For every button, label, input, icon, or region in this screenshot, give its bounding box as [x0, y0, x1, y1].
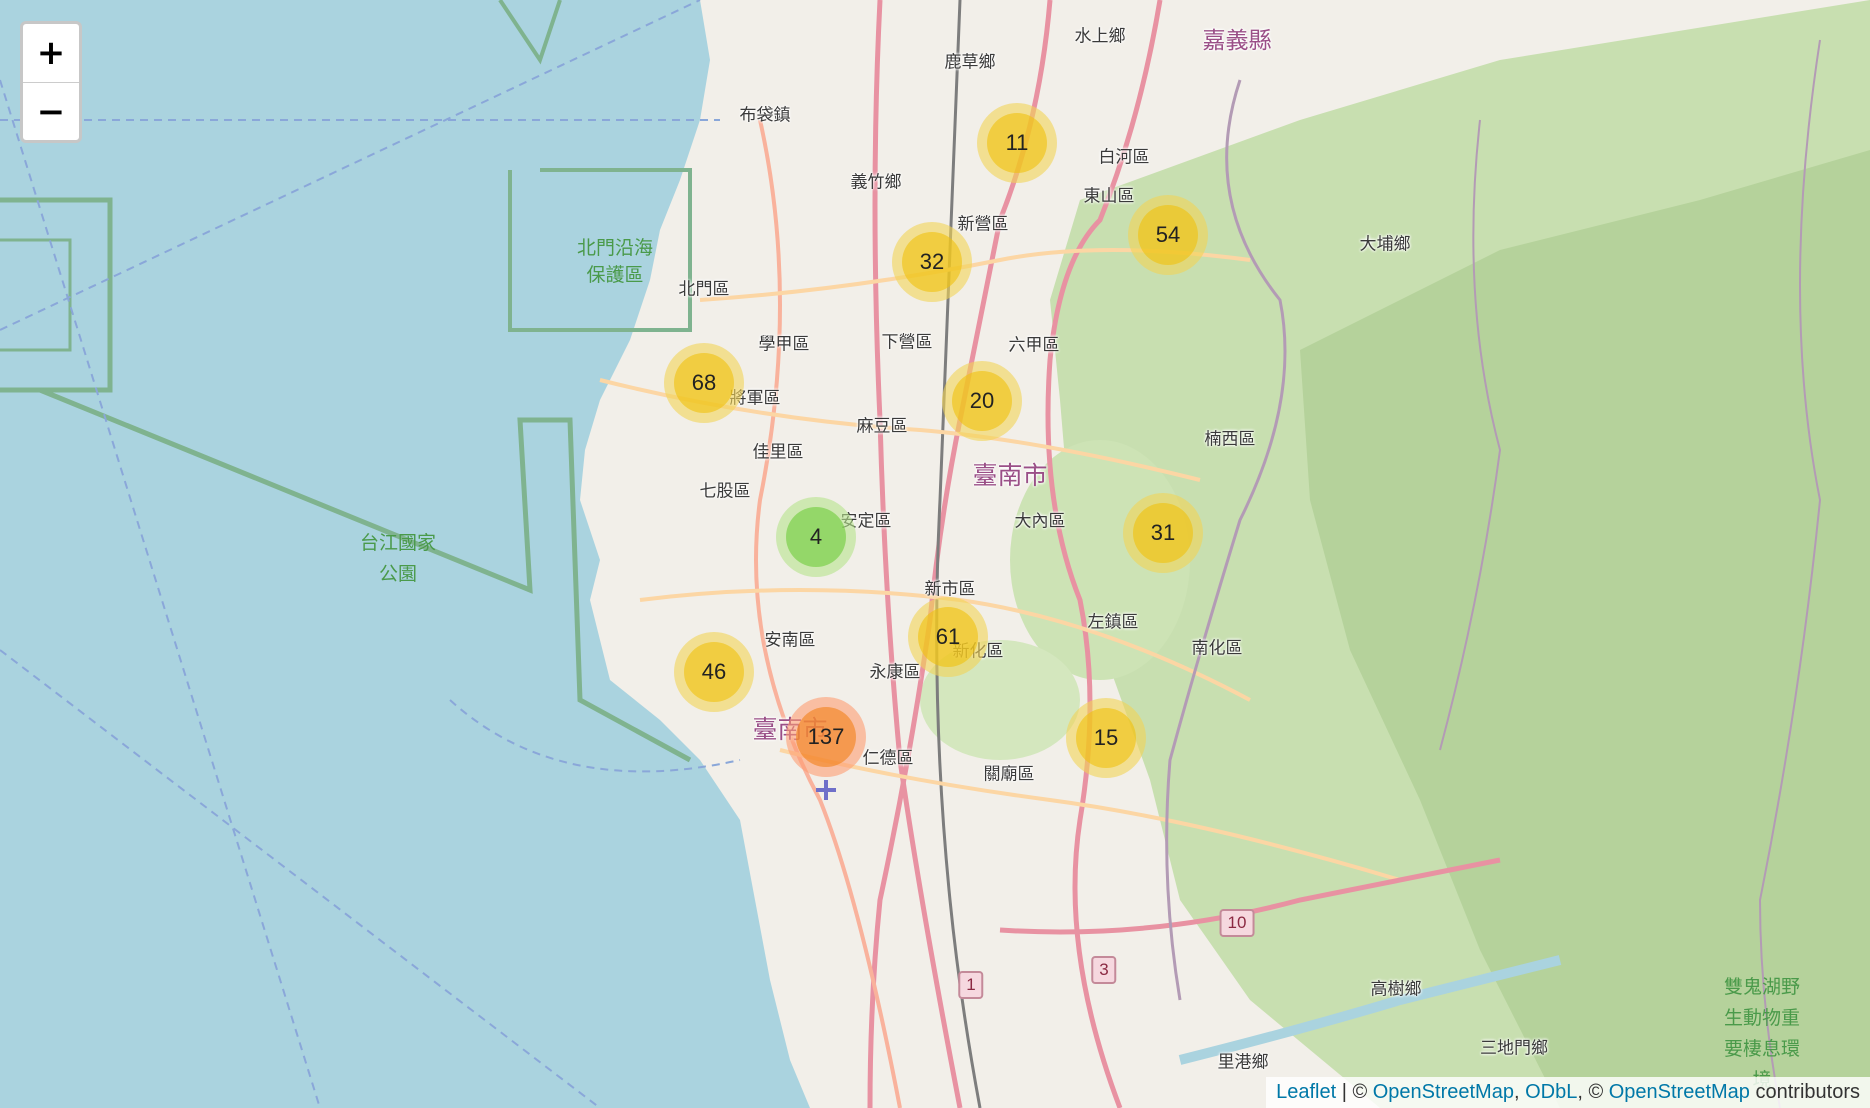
place-label: 保護區: [586, 264, 644, 286]
place-label: 嘉義縣: [1202, 28, 1272, 54]
marker-cluster[interactable]: 54: [1128, 195, 1208, 275]
place-label: 水上鄉: [1074, 26, 1126, 47]
marker-cluster[interactable]: 46: [674, 632, 754, 712]
place-label: 學甲區: [758, 334, 810, 355]
cluster-count: 46: [684, 642, 744, 702]
place-label: 高樹鄉: [1370, 979, 1422, 1000]
cluster-count: 54: [1138, 205, 1198, 265]
zoom-control: + −: [20, 21, 82, 143]
attribution-separator: , ©: [1577, 1081, 1609, 1103]
place-label: 北門區: [678, 279, 730, 300]
leaflet-link[interactable]: Leaflet: [1276, 1081, 1337, 1103]
route-shield: 3: [1091, 956, 1117, 984]
place-label: 雙鬼湖野: [1723, 976, 1801, 998]
place-label: 三地門鄉: [1480, 1038, 1548, 1059]
cluster-count: 68: [674, 353, 734, 413]
place-label: 關廟區: [983, 764, 1035, 785]
marker-cluster[interactable]: 68: [664, 343, 744, 423]
zoom-out-button[interactable]: −: [36, 92, 66, 132]
marker-cluster[interactable]: 31: [1123, 493, 1203, 573]
attribution-separator: | ©: [1336, 1081, 1373, 1103]
cluster-count: 15: [1076, 708, 1136, 768]
marker-cluster[interactable]: 4: [776, 497, 856, 577]
marker-cluster[interactable]: 137: [786, 697, 866, 777]
marker-cluster[interactable]: 61: [908, 597, 988, 677]
place-label: 佳里區: [752, 442, 804, 463]
cluster-count: 137: [796, 707, 856, 767]
place-label: 要棲息環: [1723, 1038, 1801, 1060]
place-label: 鹿草鄉: [944, 52, 996, 73]
place-label: 白河區: [1098, 147, 1150, 168]
place-label: 七股區: [699, 481, 751, 502]
cluster-count: 31: [1133, 503, 1193, 563]
place-label: 台江國家: [359, 532, 437, 554]
zoom-in-button[interactable]: +: [23, 24, 79, 83]
place-label: 北門沿海: [576, 237, 654, 259]
place-label: 仁德區: [862, 748, 914, 769]
route-shield: 10: [1219, 909, 1255, 937]
attribution-contributors: contributors: [1749, 1081, 1860, 1103]
place-label: 麻豆區: [856, 416, 908, 437]
cluster-count: 32: [902, 232, 962, 292]
place-label: 左鎮區: [1087, 612, 1139, 633]
place-label: 里港鄉: [1217, 1052, 1269, 1073]
place-label: 大埔鄉: [1359, 234, 1411, 255]
openstreetmap-link-2[interactable]: OpenStreetMap: [1608, 1081, 1750, 1103]
odbl-link[interactable]: ODbL: [1525, 1081, 1578, 1103]
place-label: 新市區: [924, 579, 976, 600]
place-label: 楠西區: [1204, 429, 1256, 450]
attribution: Leaflet | © OpenStreetMap, ODbL, © OpenS…: [1266, 1077, 1870, 1108]
place-label: 下營區: [881, 332, 933, 353]
place-label: 生動物重: [1723, 1007, 1801, 1029]
place-label: 布袋鎮: [739, 105, 791, 126]
place-label: 新營區: [957, 214, 1009, 235]
cluster-count: 61: [918, 607, 978, 667]
place-label: 永康區: [869, 662, 921, 683]
attribution-separator: ,: [1513, 1081, 1526, 1103]
place-label: 安南區: [764, 630, 816, 651]
route-shield: 1: [958, 971, 984, 999]
openstreetmap-link[interactable]: OpenStreetMap: [1372, 1081, 1514, 1103]
place-label: 臺南市: [972, 461, 1048, 490]
cluster-count: 11: [987, 113, 1047, 173]
marker-cluster[interactable]: 32: [892, 222, 972, 302]
marker-cluster[interactable]: 11: [977, 103, 1057, 183]
place-label: 公園: [378, 563, 418, 585]
cluster-count: 4: [786, 507, 846, 567]
place-label: 六甲區: [1008, 335, 1060, 356]
place-label: 東山區: [1083, 186, 1135, 207]
place-label: 義竹鄉: [850, 172, 902, 193]
cluster-count: 20: [952, 371, 1012, 431]
marker-cluster[interactable]: 15: [1066, 698, 1146, 778]
marker-cluster[interactable]: 20: [942, 361, 1022, 441]
place-label: 大內區: [1014, 511, 1066, 532]
place-label: 南化區: [1191, 638, 1243, 659]
